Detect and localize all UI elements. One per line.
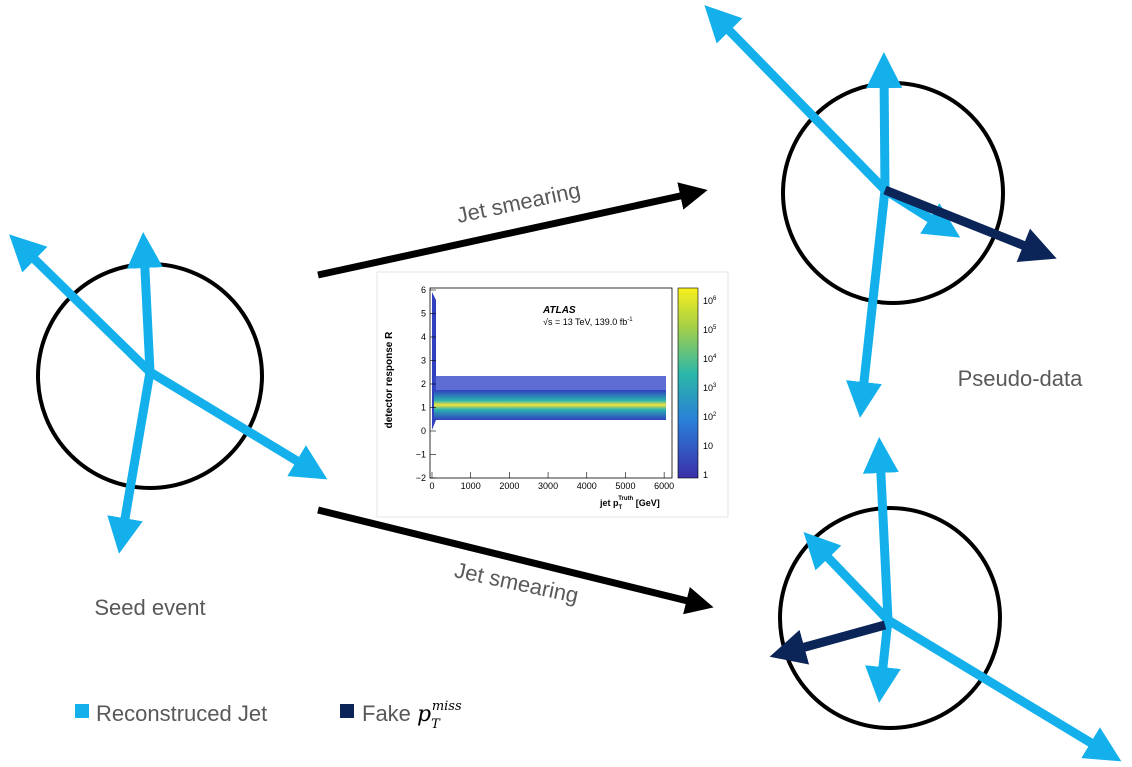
colorbar-base: 1	[703, 470, 708, 480]
x-tick-label: 3000	[538, 481, 558, 491]
inset-plot: detector response R ATLAS √s = 13 TeV, 1…	[377, 272, 728, 517]
x-tick-label: 5000	[615, 481, 635, 491]
jet	[717, 18, 885, 190]
jet	[816, 545, 888, 620]
pseudo-label: Pseudo-data	[958, 366, 1084, 391]
experiment: ATLAS	[542, 305, 576, 316]
heat-band	[434, 390, 666, 420]
y-tick-label: −1	[416, 450, 426, 460]
y-tick-label: 3	[421, 356, 426, 366]
x-tick-label: 1000	[461, 481, 481, 491]
colorbar-base: 10	[703, 354, 713, 364]
seed-label: Seed event	[94, 595, 205, 620]
colorbar-base: 10	[703, 412, 713, 422]
y-tick-label: 4	[421, 332, 426, 342]
legend-swatch	[75, 704, 89, 718]
x-tick-label: 4000	[577, 481, 597, 491]
y-tick-label: 6	[421, 285, 426, 295]
colorbar	[678, 288, 698, 478]
legend-label: Fake pTmiss	[362, 699, 462, 732]
jet	[144, 250, 150, 372]
colorbar-label: 1	[703, 470, 708, 480]
x-tick-label: 2000	[499, 481, 519, 491]
colorbar-base: 10	[703, 296, 713, 306]
fake-met	[885, 190, 1040, 252]
colorbar-label: 10	[703, 441, 713, 451]
y-tick-label: 0	[421, 426, 426, 436]
diagram: Jet smearing Jet smearing Pseudo-data Se…	[0, 0, 1132, 767]
legend-swatch	[340, 704, 354, 718]
colorbar-base: 10	[703, 383, 713, 393]
colorbar-base: 10	[703, 441, 713, 451]
jet	[880, 455, 888, 620]
jet	[884, 70, 885, 190]
seed-event	[22, 247, 312, 536]
energy: √s = 13 TeV, 139.0 fb-1	[543, 317, 633, 327]
pseudo-event-2	[780, 455, 1106, 752]
legend-label: Reconstruced Jet	[96, 701, 267, 726]
colorbar-base: 10	[703, 325, 713, 335]
pseudo-event-1	[717, 18, 1040, 400]
x-tick-label: 6000	[654, 481, 674, 491]
arrow-label: Jet smearing	[452, 557, 580, 608]
y-tick-label: −2	[416, 473, 426, 483]
y-tick-label: 1	[421, 403, 426, 413]
fake-met	[787, 625, 885, 652]
y-tick-label: 2	[421, 379, 426, 389]
jet	[122, 372, 150, 536]
x-tick-label: 0	[429, 481, 434, 491]
y-tick-label: 5	[421, 309, 426, 319]
y-label: detector response R	[384, 331, 395, 428]
jet	[862, 190, 885, 400]
